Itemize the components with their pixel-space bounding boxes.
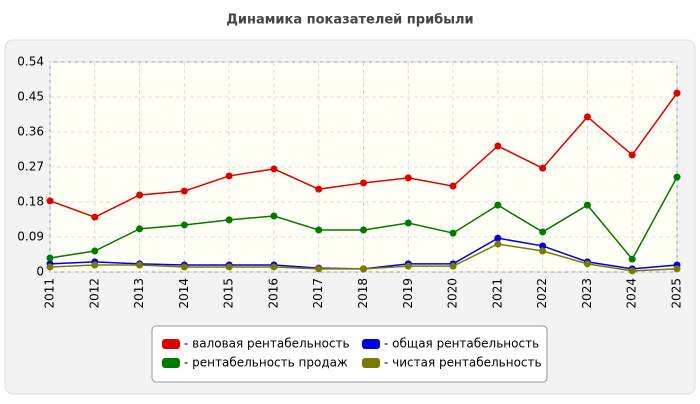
- point: [46, 263, 54, 271]
- legend-label: - общая рентабельность: [384, 337, 539, 351]
- point: [404, 219, 412, 227]
- point: [539, 228, 547, 236]
- x-tick-label: 2017: [311, 278, 325, 309]
- point: [673, 173, 681, 181]
- point: [583, 113, 591, 121]
- point: [180, 187, 188, 195]
- point: [360, 265, 367, 273]
- point: [628, 151, 636, 159]
- legend-swatch: [162, 358, 180, 368]
- point: [539, 247, 547, 255]
- point: [404, 262, 412, 270]
- legend-label: - валовая рентабельность: [184, 337, 350, 351]
- x-tick-label: 2011: [43, 278, 57, 309]
- point: [315, 185, 323, 193]
- point: [225, 216, 233, 224]
- point: [494, 142, 502, 150]
- point: [449, 229, 457, 237]
- point: [225, 172, 233, 180]
- point: [673, 265, 681, 273]
- point: [180, 263, 188, 271]
- point: [449, 182, 457, 190]
- point: [628, 267, 636, 275]
- point: [136, 191, 144, 199]
- x-tick-label: 2022: [535, 278, 549, 309]
- legend-swatch: [362, 358, 380, 368]
- point: [270, 212, 278, 220]
- point: [539, 164, 547, 172]
- point: [315, 226, 323, 234]
- legend: [151, 325, 548, 383]
- point: [628, 255, 636, 263]
- x-tick-label: 2020: [446, 278, 460, 309]
- point: [404, 174, 412, 182]
- point: [583, 260, 591, 268]
- y-tick-label: 0.27: [17, 160, 44, 174]
- y-tick-label: 0: [36, 265, 44, 279]
- point: [46, 197, 54, 205]
- chart-title: Динамика показателей прибыли: [226, 13, 473, 28]
- point: [360, 226, 367, 234]
- point: [270, 165, 278, 173]
- point: [494, 201, 502, 209]
- point: [270, 263, 278, 271]
- y-tick-label: 0.18: [17, 195, 44, 209]
- y-tick-label: 0.36: [17, 125, 44, 139]
- point: [225, 263, 233, 271]
- point: [136, 261, 144, 269]
- x-tick-label: 2024: [625, 278, 639, 309]
- x-tick-label: 2021: [490, 278, 504, 309]
- point: [315, 265, 323, 273]
- point: [46, 254, 54, 262]
- x-tick-label: 2016: [266, 278, 280, 309]
- legend-swatch: [362, 339, 380, 349]
- y-tick-label: 0.54: [17, 55, 44, 69]
- y-tick-label: 0.09: [17, 230, 44, 244]
- x-tick-label: 2013: [132, 278, 146, 309]
- point: [494, 240, 502, 248]
- y-tick-label: 0.45: [17, 90, 44, 104]
- point: [91, 213, 99, 221]
- point: [136, 225, 144, 233]
- x-tick-label: 2012: [87, 278, 101, 309]
- x-tick-label: 2015: [222, 278, 236, 309]
- legend-swatch: [162, 339, 180, 349]
- x-tick-label: 2019: [401, 278, 415, 309]
- x-tick-label: 2025: [670, 278, 684, 309]
- point: [494, 234, 502, 242]
- point: [539, 242, 547, 250]
- legend-label: - рентабельность продаж: [184, 356, 348, 370]
- point: [673, 89, 681, 97]
- x-tick-label: 2018: [356, 278, 370, 309]
- point: [449, 262, 457, 270]
- point: [583, 201, 591, 209]
- legend-label: - чистая рентабельность: [384, 356, 542, 370]
- x-tick-label: 2014: [177, 278, 191, 309]
- point: [91, 261, 99, 269]
- x-tick-label: 2023: [580, 278, 594, 309]
- point: [180, 221, 188, 229]
- point: [360, 179, 367, 187]
- point: [91, 247, 99, 255]
